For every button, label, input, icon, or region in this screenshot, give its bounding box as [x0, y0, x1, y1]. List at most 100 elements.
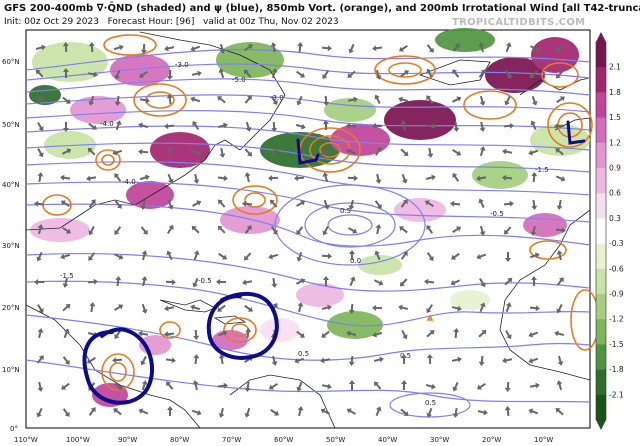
wind-arrow: [479, 146, 486, 157]
wind-arrow: [323, 199, 330, 210]
wind-arrow: [554, 123, 565, 130]
wind-arrow: [86, 175, 97, 182]
wind-arrow: [114, 304, 124, 311]
wind-arrow: [529, 70, 538, 79]
wind-arrow: [217, 199, 226, 208]
wind-arrow: [268, 383, 278, 390]
colorbar-swatch: [596, 92, 606, 119]
wind-arrow: [320, 149, 331, 156]
svg-text:20°W: 20°W: [482, 436, 501, 444]
wind-arrow: [242, 279, 253, 286]
wind-arrow: [62, 303, 71, 312]
wind-arrow: [349, 276, 356, 287]
wind-arrow: [88, 199, 96, 208]
wind-arrow: [190, 304, 201, 311]
wind-arrow: [244, 95, 252, 104]
wind-arrow: [244, 252, 252, 261]
svg-text:-4.0: -4.0: [122, 178, 136, 186]
wind-arrow: [375, 69, 382, 80]
wind-arrow: [348, 43, 355, 54]
wind-arrow: [555, 148, 564, 156]
wind-arrow: [113, 44, 124, 51]
wind-arrow: [477, 409, 488, 416]
wind-arrow: [193, 329, 200, 340]
annotation-L-west: [296, 138, 320, 165]
wind-arrow: [62, 68, 69, 79]
wind-arrow: [243, 69, 252, 78]
irrotational-wind-arrows: [34, 42, 566, 418]
forecast-hour: Forecast Hour: [96]: [107, 17, 195, 27]
wind-arrow: [62, 121, 69, 132]
wind-arrow: [426, 252, 434, 261]
wind-arrow: [167, 199, 174, 210]
wind-arrow: [400, 251, 408, 260]
wind-arrow: [218, 252, 228, 260]
wind-arrow: [113, 408, 122, 416]
wind-arrow: [271, 355, 278, 366]
wind-arrow: [398, 304, 409, 311]
wind-arrow: [322, 120, 329, 131]
wind-arrow: [346, 408, 356, 415]
wind-arrow: [295, 278, 306, 285]
svg-text:0.0: 0.0: [350, 257, 361, 265]
wind-arrow: [35, 69, 44, 78]
wind-arrow: [37, 328, 44, 339]
wind-arrow: [426, 304, 434, 314]
colorbar: 2.1 1.8 1.5 1.2 0.9 0.6 0.3 -0.3 -0.6 -0.9 -1.2 -1.…: [595, 32, 624, 430]
wind-arrow: [242, 200, 253, 207]
wind-arrow: [451, 96, 462, 103]
wind-arrow: [270, 42, 277, 53]
wind-arrow: [426, 407, 433, 418]
wind-arrow: [555, 175, 566, 182]
colorbar-tick-label: 0.6: [609, 189, 621, 198]
colorbar-tick-label: -0.3: [609, 239, 624, 248]
svg-text:-4.0: -4.0: [100, 120, 114, 128]
wind-arrow: [504, 70, 512, 80]
wind-arrow: [399, 278, 408, 287]
wind-arrow: [139, 174, 150, 181]
svg-text:-0.5: -0.5: [490, 210, 504, 218]
wind-arrow: [505, 302, 512, 313]
wind-arrow: [321, 45, 332, 52]
wind-arrow: [346, 122, 357, 129]
wind-arrow: [164, 45, 175, 52]
wind-arrow: [219, 43, 226, 54]
wind-arrow: [426, 354, 433, 365]
wind-arrow: [425, 123, 436, 130]
wind-arrow: [112, 149, 123, 156]
wind-arrow: [217, 382, 228, 389]
wind-arrow: [556, 44, 564, 53]
annotation-L-east: [566, 120, 586, 145]
wind-arrow: [34, 279, 45, 286]
wind-arrow: [557, 355, 564, 366]
wind-arrow: [451, 356, 462, 363]
svg-text:-3.0: -3.0: [270, 94, 284, 102]
wind-arrow: [401, 329, 408, 340]
wind-arrow: [399, 226, 408, 234]
wind-arrow: [60, 174, 71, 181]
wind-arrow: [295, 123, 306, 130]
wind-arrow: [373, 381, 382, 390]
wind-arrow: [36, 251, 43, 262]
wind-arrow: [323, 95, 330, 106]
wind-arrow: [36, 355, 44, 364]
wind-arrow: [244, 304, 253, 312]
wind-arrow: [398, 96, 409, 103]
svg-text:0.5: 0.5: [400, 352, 411, 360]
wind-arrow: [322, 225, 329, 236]
colorbar-tick-label: 1.5: [609, 113, 621, 122]
wind-arrow: [114, 330, 122, 340]
colorbar-tick-label: -1.2: [609, 315, 624, 324]
svg-text:-5.0: -5.0: [232, 76, 246, 84]
wind-arrow: [530, 225, 537, 236]
wind-arrow: [217, 175, 228, 182]
wind-arrow: [346, 330, 357, 337]
wind-arrow: [321, 253, 332, 260]
wind-arrow: [217, 96, 226, 104]
wind-arrow: [115, 120, 122, 131]
wind-arrow: [271, 121, 278, 132]
wind-arrow: [478, 329, 487, 338]
wind-arrow: [296, 200, 306, 207]
wind-arrow: [425, 383, 436, 390]
init-time: Init: 00z Oct 29 2023: [4, 17, 99, 27]
